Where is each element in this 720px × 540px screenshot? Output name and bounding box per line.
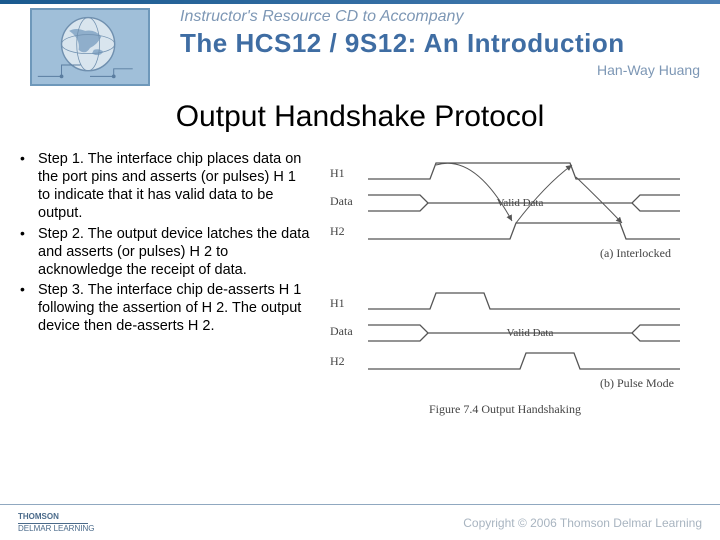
handshake-svg: H1 Data Valid Data H2 (a) Interlocked H <box>320 155 690 455</box>
step-text: Step 1. The interface chip places data o… <box>38 150 310 223</box>
body-content: •Step 1. The interface chip places data … <box>20 150 700 490</box>
valid-data-label-b: Valid Data <box>507 327 554 339</box>
steps-column: •Step 1. The interface chip places data … <box>20 150 320 490</box>
header-author: Han-Way Huang <box>597 62 700 78</box>
signal-label-h2a: H2 <box>330 224 345 238</box>
mode-b-label: (b) Pulse Mode <box>600 376 674 390</box>
step-item: •Step 1. The interface chip places data … <box>20 150 310 223</box>
brand-top: THOMSON <box>18 513 94 522</box>
copyright-text: Copyright © 2006 Thomson Delmar Learning <box>463 516 702 530</box>
step-text: Step 3. The interface chip de-asserts H … <box>38 281 310 335</box>
slide-footer: THOMSON DELMAR LEARNING Copyright © 2006… <box>0 504 720 540</box>
step-text: Step 2. The output device latches the da… <box>38 225 310 279</box>
mode-a-label: (a) Interlocked <box>600 246 671 260</box>
signal-label-h1b: H1 <box>330 296 345 310</box>
step-item: •Step 3. The interface chip de-asserts H… <box>20 281 310 335</box>
figure-caption: Figure 7.4 Output Handshaking <box>429 402 581 416</box>
signal-label-dataa: Data <box>330 194 353 208</box>
page-title: Output Handshake Protocol <box>0 100 720 134</box>
signal-label-datab: Data <box>330 324 353 338</box>
bullet-icon: • <box>20 281 38 299</box>
slide-header: Instructor's Resource CD to Accompany Th… <box>0 0 720 90</box>
step-item: •Step 2. The output device latches the d… <box>20 225 310 279</box>
bullet-icon: • <box>20 225 38 243</box>
signal-label-h1a: H1 <box>330 166 345 180</box>
header-subtitle: Instructor's Resource CD to Accompany <box>180 8 463 26</box>
publisher-logo: THOMSON DELMAR LEARNING <box>18 513 94 534</box>
header-accent-line <box>0 0 720 4</box>
timing-diagram: H1 Data Valid Data H2 (a) Interlocked H <box>320 150 700 490</box>
globe-logo <box>30 8 150 86</box>
bullet-icon: • <box>20 150 38 168</box>
signal-label-h2b: H2 <box>330 354 345 368</box>
header-main-title: The HCS12 / 9S12: An Introduction <box>180 28 625 59</box>
brand-bottom: DELMAR LEARNING <box>18 525 94 534</box>
